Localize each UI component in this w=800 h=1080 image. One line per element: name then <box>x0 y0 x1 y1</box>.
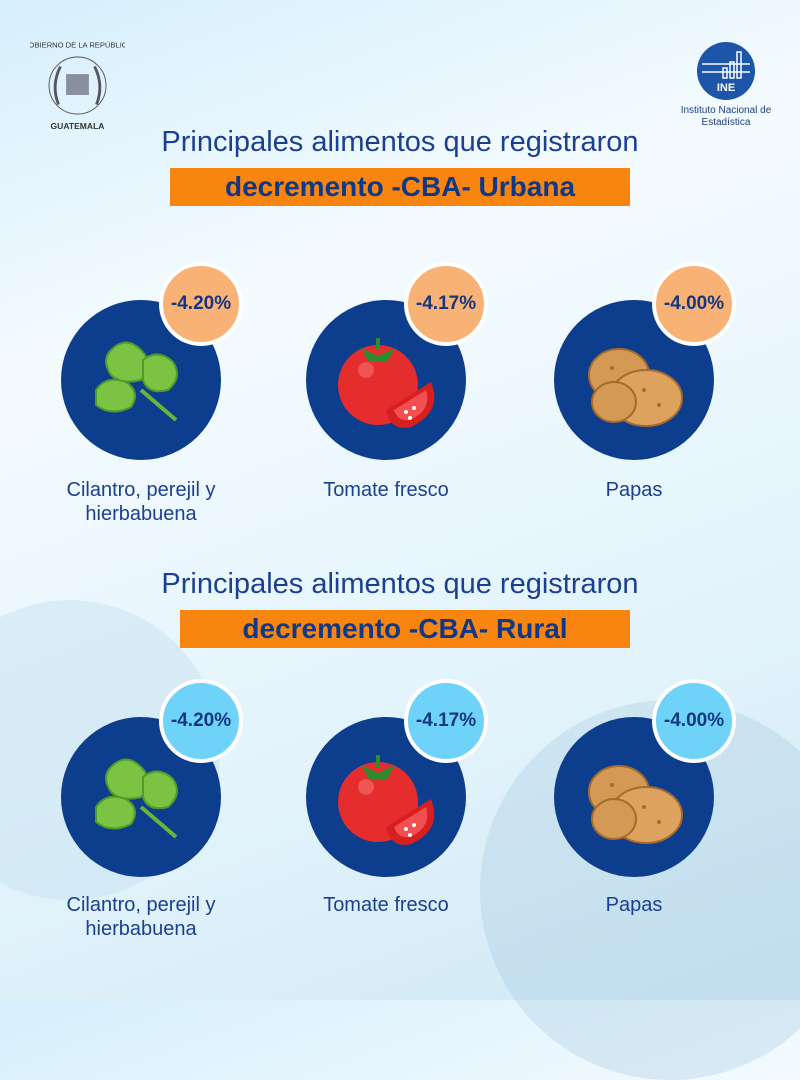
highlight-urbana: decremento -CBA- Urbana <box>170 168 630 206</box>
section-title-rural: Principales alimentos que registraron <box>161 568 639 600</box>
highlight-rural: decremento -CBA- Rural <box>180 610 630 648</box>
change-badge: -4.00% <box>652 679 736 763</box>
food-label: Cilantro, perejil y hierbabuena <box>66 479 216 525</box>
food-label: Papas <box>605 479 663 501</box>
food-circle <box>554 300 714 460</box>
government-seal-logo: GOBIERNO DE LA REPÚBLICA GUATEMALA <box>30 41 125 132</box>
change-badge: -4.17% <box>404 679 488 763</box>
potato-icon <box>588 765 683 844</box>
food-label: Tomate fresco <box>323 894 449 916</box>
cilantro-icon <box>95 341 178 422</box>
change-badge: -4.20% <box>159 679 243 763</box>
ine-name: Instituto Nacional de Estadística <box>680 105 772 128</box>
tomato-icon <box>338 755 435 845</box>
svg-text:GOBIERNO DE LA REPÚBLICA: GOBIERNO DE LA REPÚBLICA <box>30 41 125 50</box>
section-title-urbana: Principales alimentos que registraron <box>161 126 639 158</box>
tomato-icon <box>338 338 435 428</box>
change-badge: -4.17% <box>404 262 488 346</box>
change-badge: -4.20% <box>159 262 243 346</box>
food-item <box>306 717 476 887</box>
svg-text:GUATEMALA: GUATEMALA <box>51 121 105 131</box>
food-item <box>306 300 476 470</box>
food-label: Papas <box>605 894 663 916</box>
food-label: Tomate fresco <box>323 479 449 501</box>
cilantro-icon <box>95 758 178 839</box>
food-circle <box>306 717 466 877</box>
food-label: Cilantro, perejil y hierbabuena <box>66 894 216 940</box>
ine-abbr: INE <box>716 82 736 94</box>
food-circle <box>306 300 466 460</box>
potato-icon <box>588 348 683 427</box>
food-item <box>554 300 724 470</box>
change-badge: -4.00% <box>652 262 736 346</box>
ine-logo: INE Instituto Nacional de Estadística <box>676 42 776 129</box>
